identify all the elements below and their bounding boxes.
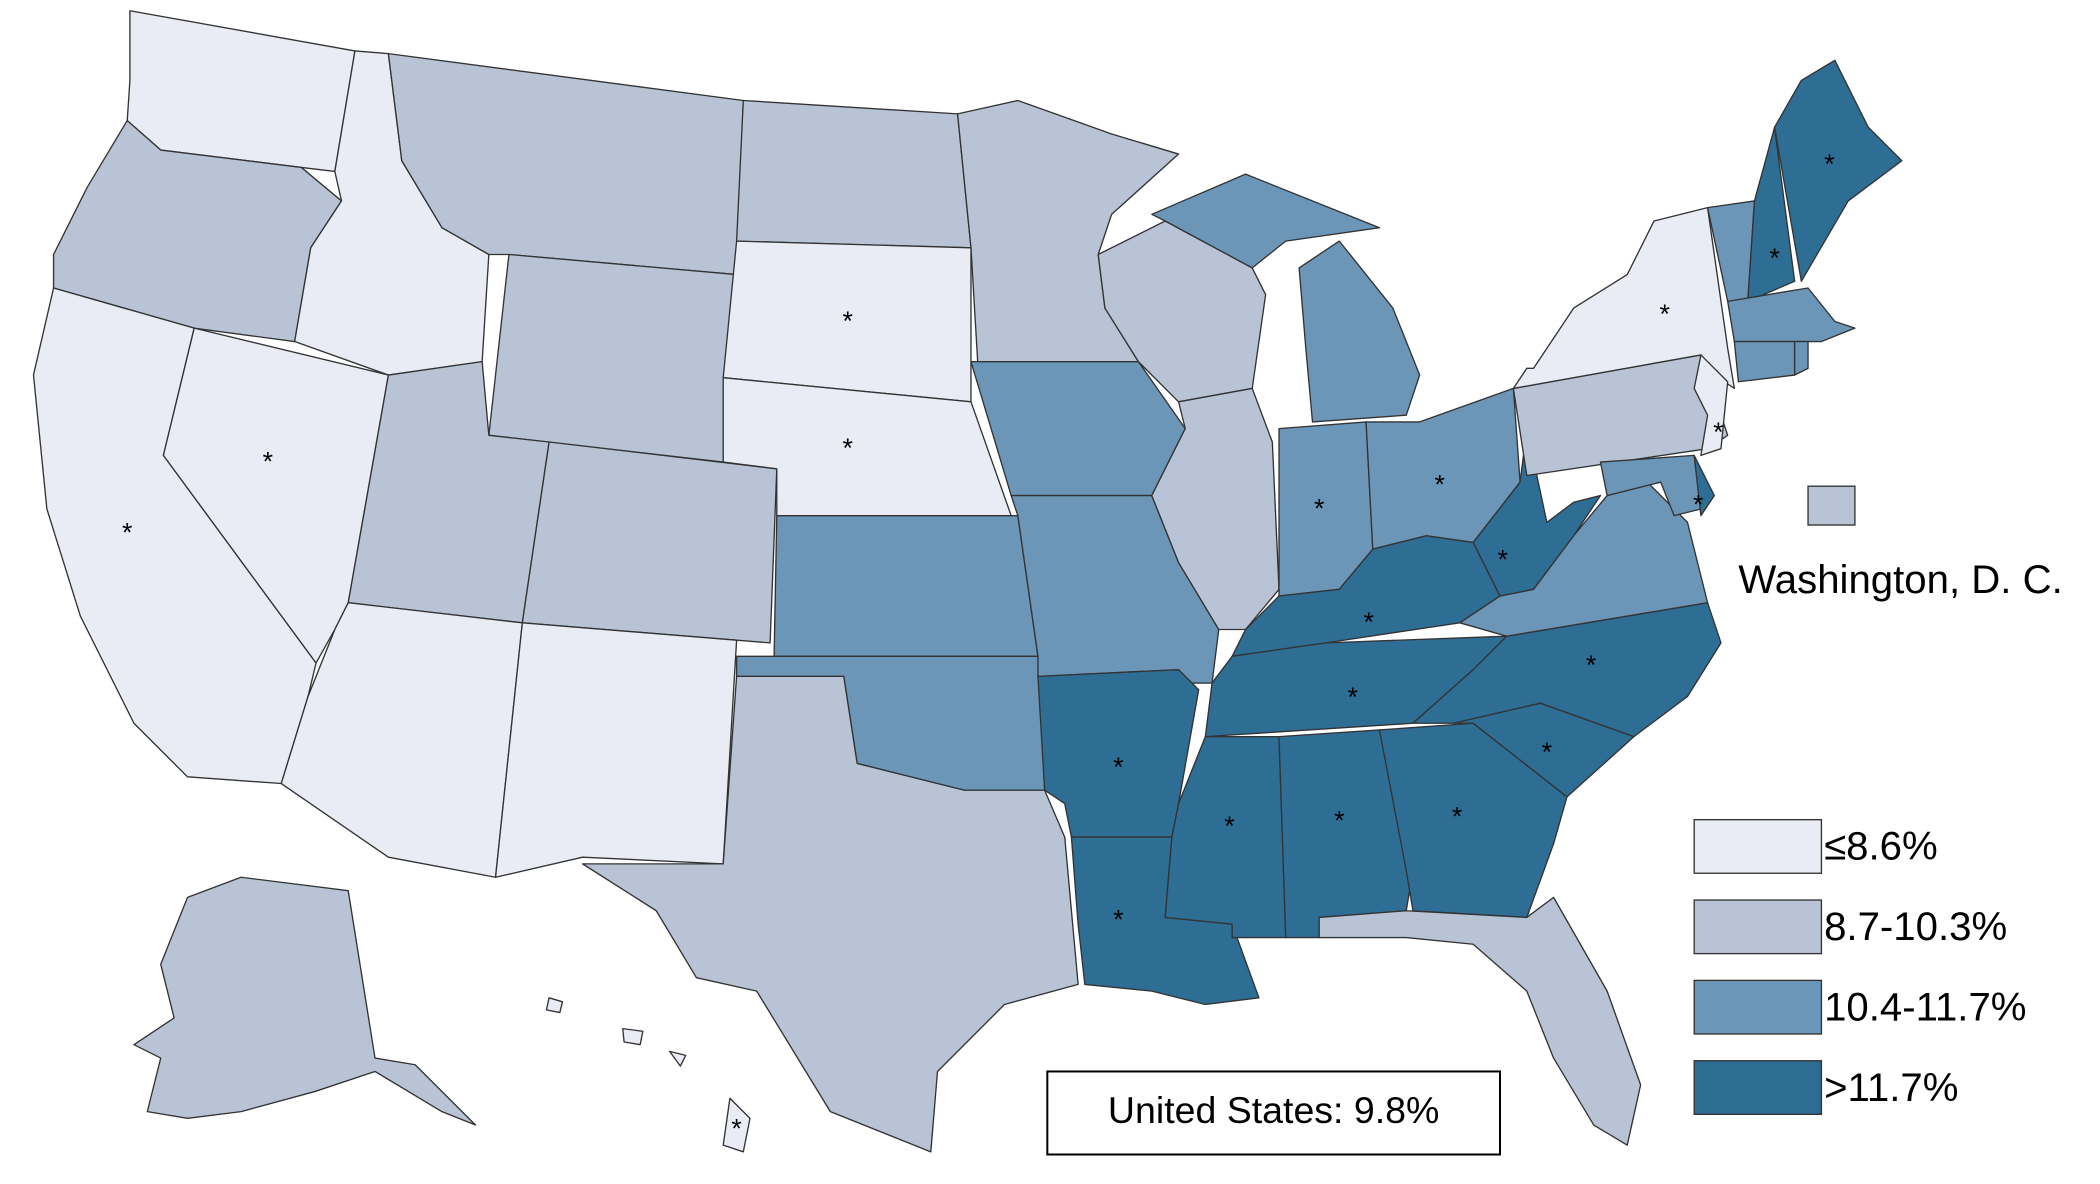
state xyxy=(494,622,738,878)
state xyxy=(1693,354,1729,457)
legend-swatch xyxy=(1693,819,1823,874)
dc-swatch xyxy=(1807,485,1856,526)
legend: ≤8.6% 8.7-10.3% 10.4-11.7% >11.7% xyxy=(1693,819,2027,1115)
state xyxy=(668,1050,687,1067)
state-marker: * xyxy=(263,447,273,477)
state xyxy=(1512,206,1736,390)
state-marker: * xyxy=(1769,243,1779,273)
state xyxy=(1298,240,1421,423)
legend-label: 8.7-10.3% xyxy=(1824,904,2007,949)
state-marker: * xyxy=(1693,489,1703,519)
dc-label: Washington, D. C. xyxy=(1738,557,2062,602)
state xyxy=(1693,454,1715,517)
state xyxy=(545,997,564,1014)
state xyxy=(622,1027,644,1046)
state xyxy=(1164,735,1287,939)
state xyxy=(1773,59,1903,282)
legend-swatch xyxy=(1693,979,1823,1035)
state xyxy=(1793,340,1809,376)
state-marker: * xyxy=(1314,493,1324,523)
state xyxy=(1318,896,1642,1146)
legend-label: 10.4-11.7% xyxy=(1824,984,2026,1029)
state-marker: * xyxy=(1364,607,1374,637)
state-marker: * xyxy=(1713,417,1723,447)
state xyxy=(722,1097,751,1153)
state-marker: * xyxy=(1334,805,1344,835)
state xyxy=(1151,387,1280,631)
summary-box xyxy=(1046,1070,1502,1156)
state xyxy=(133,876,477,1126)
state xyxy=(488,253,738,463)
state-marker: * xyxy=(1113,905,1123,935)
state-marker: * xyxy=(1586,650,1596,680)
state-marker: * xyxy=(1824,149,1834,179)
state-marker: * xyxy=(843,433,853,463)
state xyxy=(735,99,972,249)
state xyxy=(1151,173,1381,269)
state xyxy=(521,441,778,644)
legend-label: ≤8.6% xyxy=(1824,824,1938,869)
state xyxy=(581,675,1079,1153)
state xyxy=(126,10,356,173)
state-marker: * xyxy=(122,517,132,547)
state-marker: * xyxy=(843,306,853,336)
state-marker: * xyxy=(1452,801,1462,831)
legend-swatch xyxy=(1693,1060,1823,1115)
state-marker: * xyxy=(731,1113,741,1143)
state xyxy=(1733,340,1796,383)
summary: United States: 9.8% xyxy=(1108,1089,1439,1131)
legend-swatch xyxy=(1693,899,1823,955)
state xyxy=(970,360,1186,497)
state-marker: * xyxy=(1660,299,1670,329)
state-marker: * xyxy=(1435,469,1445,499)
state xyxy=(1412,602,1722,738)
states: * * * * * * * * * * * * * * * * * * * * * * xyxy=(32,10,1903,1153)
state-marker: * xyxy=(1113,752,1123,782)
state xyxy=(1747,126,1796,303)
state-marker: * xyxy=(1347,682,1357,712)
state xyxy=(773,514,1039,657)
state-marker: * xyxy=(1542,737,1552,767)
legend-label: >11.7% xyxy=(1824,1065,1958,1110)
state-marker: * xyxy=(1497,544,1507,574)
state-marker: * xyxy=(1224,811,1234,841)
